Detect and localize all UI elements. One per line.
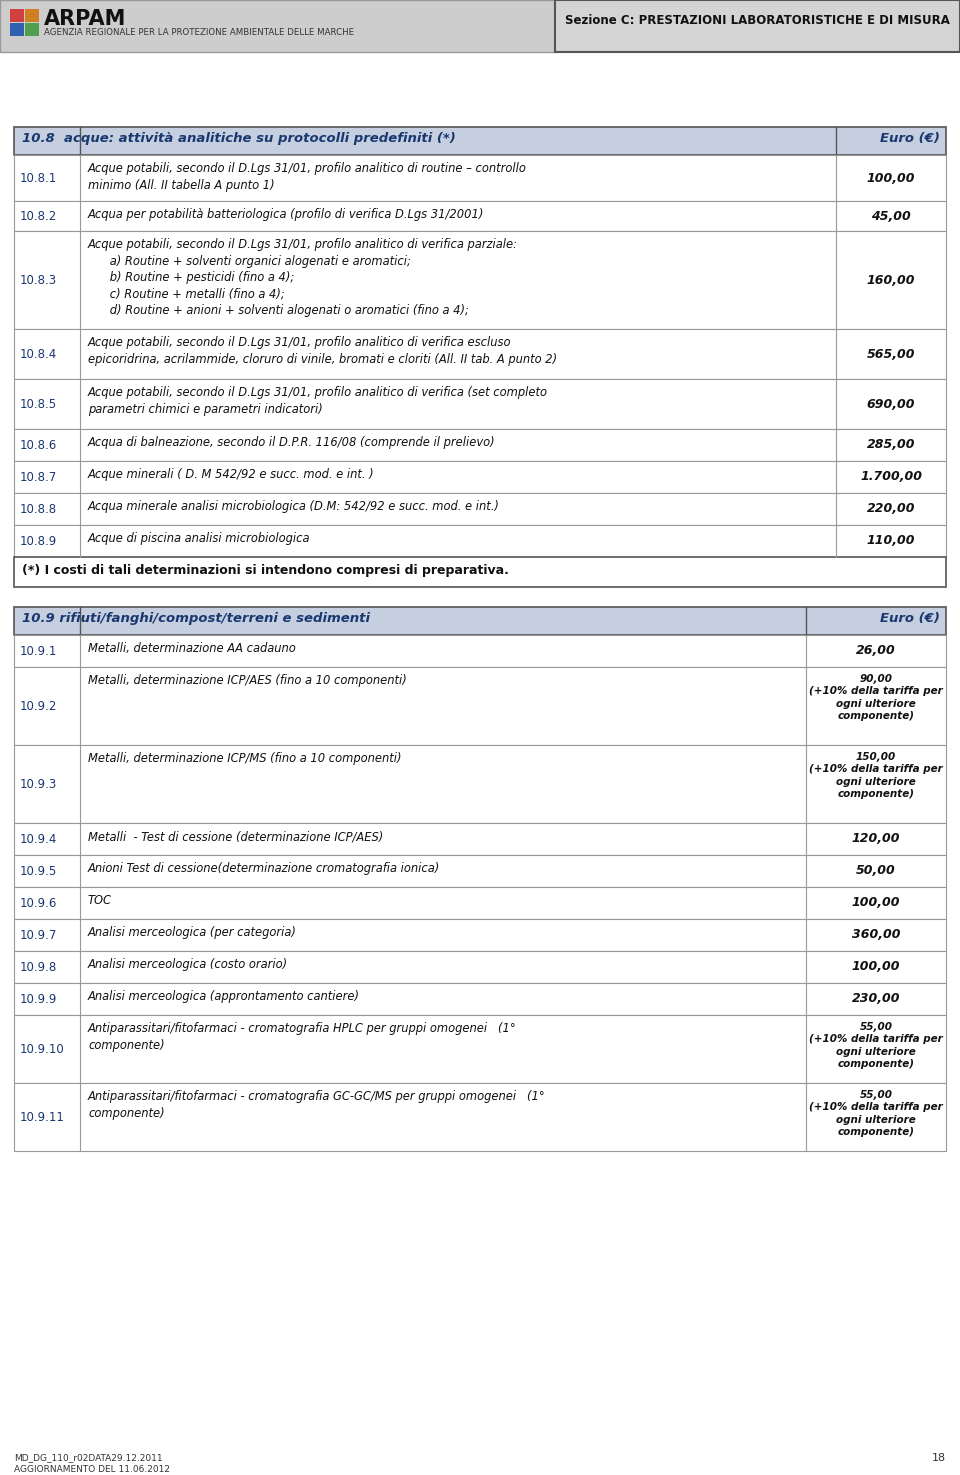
Text: Antiparassitari/fitofarmaci - cromatografia GC-GC/MS per gruppi omogenei   (1°
c: Antiparassitari/fitofarmaci - cromatogra… bbox=[88, 1090, 545, 1120]
Text: Acque di piscina analisi microbiologica: Acque di piscina analisi microbiologica bbox=[88, 532, 310, 544]
Text: 10.9.6: 10.9.6 bbox=[20, 897, 58, 910]
Text: 10.9.4: 10.9.4 bbox=[20, 833, 58, 847]
Text: 100,00: 100,00 bbox=[852, 960, 900, 974]
Bar bbox=[14, 982, 946, 1015]
Bar bbox=[10, 24, 24, 35]
Text: Acque minerali ( D. M 542/92 e succ. mod. e int. ): Acque minerali ( D. M 542/92 e succ. mod… bbox=[88, 468, 374, 481]
Text: Euro (€): Euro (€) bbox=[880, 131, 940, 145]
Text: 360,00: 360,00 bbox=[852, 928, 900, 941]
Text: Acqua minerale analisi microbiologica (D.M: 542/92 e succ. mod. e int.): Acqua minerale analisi microbiologica (D… bbox=[88, 500, 500, 513]
Text: Acqua per potabilità batteriologica (profilo di verifica D.Lgs 31/2001): Acqua per potabilità batteriologica (pro… bbox=[88, 208, 485, 221]
Bar bbox=[14, 201, 946, 232]
Text: 10.8.3: 10.8.3 bbox=[20, 274, 58, 288]
Bar bbox=[14, 667, 946, 745]
Bar bbox=[14, 745, 946, 823]
Bar bbox=[14, 493, 946, 525]
Text: 110,00: 110,00 bbox=[867, 534, 915, 547]
Text: 565,00: 565,00 bbox=[867, 348, 915, 360]
Text: Acque potabili, secondo il D.Lgs 31/01, profilo analitico di verifica escluso
ep: Acque potabili, secondo il D.Lgs 31/01, … bbox=[88, 336, 557, 366]
Bar bbox=[14, 329, 946, 379]
Text: 10.8  acque: attività analitiche su protocolli predefiniti (*): 10.8 acque: attività analitiche su proto… bbox=[22, 131, 456, 145]
Bar bbox=[14, 525, 946, 558]
Bar bbox=[14, 886, 946, 919]
Bar bbox=[14, 1083, 946, 1151]
Bar bbox=[14, 951, 946, 982]
Text: 10.9.9: 10.9.9 bbox=[20, 993, 58, 1006]
Bar bbox=[14, 823, 946, 855]
Text: 50,00: 50,00 bbox=[856, 864, 896, 878]
Bar bbox=[10, 9, 24, 22]
Text: Analisi merceologica (per categoria): Analisi merceologica (per categoria) bbox=[88, 926, 297, 940]
Text: 100,00: 100,00 bbox=[867, 171, 915, 184]
Text: 690,00: 690,00 bbox=[867, 397, 915, 410]
Text: 10.9.3: 10.9.3 bbox=[20, 777, 58, 791]
Text: 10.8.9: 10.8.9 bbox=[20, 535, 58, 549]
Text: 26,00: 26,00 bbox=[856, 645, 896, 658]
Text: 10.9.5: 10.9.5 bbox=[20, 864, 58, 878]
Text: Acque potabili, secondo il D.Lgs 31/01, profilo analitico di verifica (set compl: Acque potabili, secondo il D.Lgs 31/01, … bbox=[88, 386, 548, 416]
Text: 150,00
(+10% della tariffa per
ogni ulteriore
componente): 150,00 (+10% della tariffa per ogni ulte… bbox=[809, 752, 943, 799]
Text: Metalli, determinazione ICP/AES (fino a 10 componenti): Metalli, determinazione ICP/AES (fino a … bbox=[88, 674, 407, 687]
Text: Acqua di balneazione, secondo il D.P.R. 116/08 (comprende il prelievo): Acqua di balneazione, secondo il D.P.R. … bbox=[88, 437, 495, 448]
Bar bbox=[14, 1015, 946, 1083]
Text: 10.9.10: 10.9.10 bbox=[20, 1043, 64, 1056]
Text: 10.9.8: 10.9.8 bbox=[20, 962, 58, 974]
Text: 10.9.2: 10.9.2 bbox=[20, 701, 58, 712]
Bar bbox=[14, 462, 946, 493]
Text: Analisi merceologica (approntamento cantiere): Analisi merceologica (approntamento cant… bbox=[88, 990, 360, 1003]
Bar bbox=[25, 9, 39, 22]
Bar bbox=[14, 155, 946, 201]
Text: Metalli  - Test di cessione (determinazione ICP/AES): Metalli - Test di cessione (determinazio… bbox=[88, 830, 383, 844]
Text: 10.8.6: 10.8.6 bbox=[20, 440, 58, 451]
Bar bbox=[14, 232, 946, 329]
Text: ARPAM: ARPAM bbox=[44, 9, 127, 30]
Text: 90,00
(+10% della tariffa per
ogni ulteriore
componente): 90,00 (+10% della tariffa per ogni ulter… bbox=[809, 674, 943, 721]
Text: 10.9 rifiuti/fanghi/compost/terreni e sedimenti: 10.9 rifiuti/fanghi/compost/terreni e se… bbox=[22, 612, 370, 625]
Text: 10.9.11: 10.9.11 bbox=[20, 1111, 65, 1124]
Text: 55,00
(+10% della tariffa per
ogni ulteriore
componente): 55,00 (+10% della tariffa per ogni ulter… bbox=[809, 1022, 943, 1069]
Text: Euro (€): Euro (€) bbox=[880, 612, 940, 625]
Text: 285,00: 285,00 bbox=[867, 438, 915, 451]
Text: Anioni Test di cessione(determinazione cromatografia ionica): Anioni Test di cessione(determinazione c… bbox=[88, 861, 441, 875]
Text: Metalli, determinazione ICP/MS (fino a 10 componenti): Metalli, determinazione ICP/MS (fino a 1… bbox=[88, 752, 401, 766]
Text: 10.8.8: 10.8.8 bbox=[20, 503, 58, 516]
Text: MD_DG_110_r02DATA29.12.2011
AGGIORNAMENTO DEL 11.06.2012: MD_DG_110_r02DATA29.12.2011 AGGIORNAMENT… bbox=[14, 1453, 170, 1474]
Text: (*) I costi di tali determinazioni si intendono compresi di preparativa.: (*) I costi di tali determinazioni si in… bbox=[22, 563, 509, 577]
Text: 230,00: 230,00 bbox=[852, 993, 900, 1006]
Text: 1.700,00: 1.700,00 bbox=[860, 471, 922, 484]
Text: 10.8.4: 10.8.4 bbox=[20, 348, 58, 361]
Bar bbox=[14, 429, 946, 462]
Text: 160,00: 160,00 bbox=[867, 273, 915, 286]
Text: 10.8.5: 10.8.5 bbox=[20, 398, 58, 412]
Bar bbox=[555, 0, 960, 52]
Text: Acque potabili, secondo il D.Lgs 31/01, profilo analitico di routine – controllo: Acque potabili, secondo il D.Lgs 31/01, … bbox=[88, 162, 527, 192]
Text: 120,00: 120,00 bbox=[852, 832, 900, 845]
Bar bbox=[14, 919, 946, 951]
Text: 55,00
(+10% della tariffa per
ogni ulteriore
componente): 55,00 (+10% della tariffa per ogni ulter… bbox=[809, 1090, 943, 1137]
Text: 10.8.1: 10.8.1 bbox=[20, 173, 58, 184]
Text: 10.9.1: 10.9.1 bbox=[20, 645, 58, 658]
Text: 220,00: 220,00 bbox=[867, 503, 915, 515]
Bar bbox=[14, 127, 946, 155]
Text: Antiparassitari/fitofarmaci - cromatografia HPLC per gruppi omogenei   (1°
compo: Antiparassitari/fitofarmaci - cromatogra… bbox=[88, 1022, 516, 1052]
Text: TOC: TOC bbox=[88, 894, 112, 907]
Bar bbox=[14, 855, 946, 886]
Text: 45,00: 45,00 bbox=[871, 209, 911, 223]
Text: Metalli, determinazione AA cadauno: Metalli, determinazione AA cadauno bbox=[88, 642, 296, 655]
Text: 10.8.7: 10.8.7 bbox=[20, 471, 58, 484]
Text: AGENZIA REGIONALE PER LA PROTEZIONE AMBIENTALE DELLE MARCHE: AGENZIA REGIONALE PER LA PROTEZIONE AMBI… bbox=[44, 28, 354, 37]
Bar bbox=[25, 24, 39, 35]
Bar bbox=[14, 379, 946, 429]
Bar bbox=[14, 636, 946, 667]
Text: 100,00: 100,00 bbox=[852, 897, 900, 910]
Text: Sezione C: PRESTAZIONI LABORATORISTICHE E DI MISURA: Sezione C: PRESTAZIONI LABORATORISTICHE … bbox=[564, 13, 949, 27]
Text: Analisi merceologica (costo orario): Analisi merceologica (costo orario) bbox=[88, 957, 288, 971]
Bar bbox=[14, 608, 946, 636]
Text: 10.9.7: 10.9.7 bbox=[20, 929, 58, 943]
Bar bbox=[14, 558, 946, 587]
Text: Acque potabili, secondo il D.Lgs 31/01, profilo analitico di verifica parziale:
: Acque potabili, secondo il D.Lgs 31/01, … bbox=[88, 237, 518, 317]
Text: 18: 18 bbox=[932, 1453, 946, 1463]
Bar bbox=[0, 0, 555, 52]
Text: 10.8.2: 10.8.2 bbox=[20, 209, 58, 223]
